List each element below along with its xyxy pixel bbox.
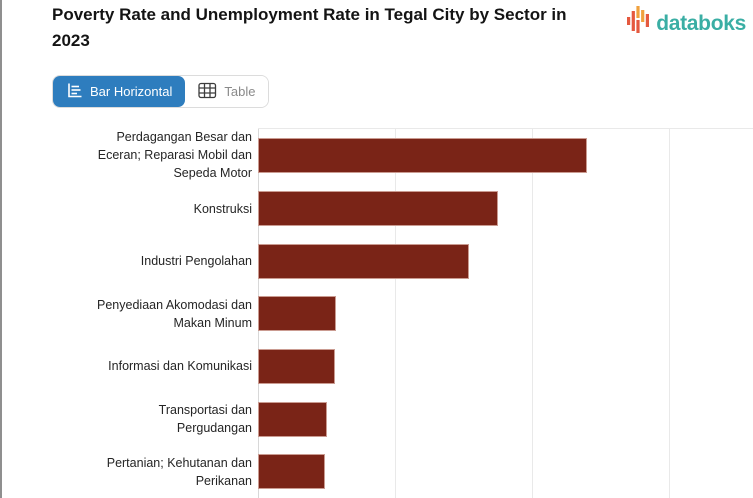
category-label: Penyediaan Akomodasi dan Makan Minum — [97, 297, 252, 330]
bar-cell — [258, 393, 753, 446]
bar-cell — [258, 182, 753, 235]
view-toggle-group: Bar Horizontal Table — [52, 75, 270, 108]
category-label: Konstruksi — [193, 201, 252, 216]
bar-cell — [258, 340, 753, 393]
gridline — [669, 129, 671, 498]
bar-cell — [258, 445, 753, 498]
category-label-cell: Informasi dan Komunikasi — [0, 340, 258, 393]
bar-6[interactable] — [258, 454, 326, 490]
databoks-wordmark: databoks — [656, 11, 746, 35]
bar-horizontal-icon — [66, 82, 83, 102]
gridline — [395, 129, 397, 498]
databoks-logo-link[interactable]: databoks — [627, 6, 746, 41]
category-label-cell: Konstruksi — [0, 182, 258, 235]
bar-2[interactable] — [258, 243, 470, 279]
chart-row: Transportasi dan Pergudangan — [0, 393, 753, 446]
screenshot-left-edge — [0, 0, 2, 498]
category-label-cell: Pertanian; Kehutanan dan Perikanan — [0, 445, 258, 498]
category-label-cell: Transportasi dan Pergudangan — [0, 393, 258, 446]
category-label-cell: Perdagangan Besar dan Eceran; Reparasi M… — [0, 128, 258, 182]
chart-row: Konstruksi — [0, 182, 753, 235]
bar-cell — [258, 128, 753, 182]
chart-row: Pertanian; Kehutanan dan Perikanan — [0, 445, 753, 498]
bar-0[interactable] — [258, 137, 588, 173]
bar-horizontal-button[interactable]: Bar Horizontal — [53, 76, 186, 107]
bar-4[interactable] — [258, 349, 335, 384]
bar-cell — [258, 235, 753, 288]
page-title: Poverty Rate and Unemployment Rate in Te… — [52, 5, 567, 51]
category-label: Pertanian; Kehutanan dan Perikanan — [106, 455, 252, 488]
category-label: Perdagangan Besar dan Eceran; Reparasi M… — [97, 130, 252, 181]
category-label: Informasi dan Komunikasi — [108, 359, 252, 374]
chart-row: Informasi dan Komunikasi — [0, 340, 753, 393]
category-label-cell: Industri Pengolahan — [0, 235, 258, 288]
bar-horizontal-label: Bar Horizontal — [90, 84, 173, 99]
bar-1[interactable] — [258, 191, 498, 227]
table-label: Table — [224, 84, 256, 99]
chart-row: Penyediaan Akomodasi dan Makan Minum — [0, 288, 753, 341]
gridline — [532, 129, 534, 498]
chart-row: Perdagangan Besar dan Eceran; Reparasi M… — [0, 128, 753, 182]
chart-rows: Perdagangan Besar dan Eceran; Reparasi M… — [0, 128, 753, 498]
table-icon — [198, 82, 217, 102]
bar-3[interactable] — [258, 296, 337, 332]
table-button[interactable]: Table — [185, 76, 269, 107]
databoks-bars-icon — [627, 6, 653, 41]
horizontal-bar-chart: Perdagangan Besar dan Eceran; Reparasi M… — [0, 128, 753, 498]
bar-5[interactable] — [258, 401, 327, 437]
category-label: Industri Pengolahan — [140, 254, 252, 269]
bar-cell — [258, 288, 753, 341]
category-label: Transportasi dan Pergudangan — [158, 402, 252, 436]
category-label-cell: Penyediaan Akomodasi dan Makan Minum — [0, 288, 258, 341]
chart-row: Industri Pengolahan — [0, 235, 753, 288]
